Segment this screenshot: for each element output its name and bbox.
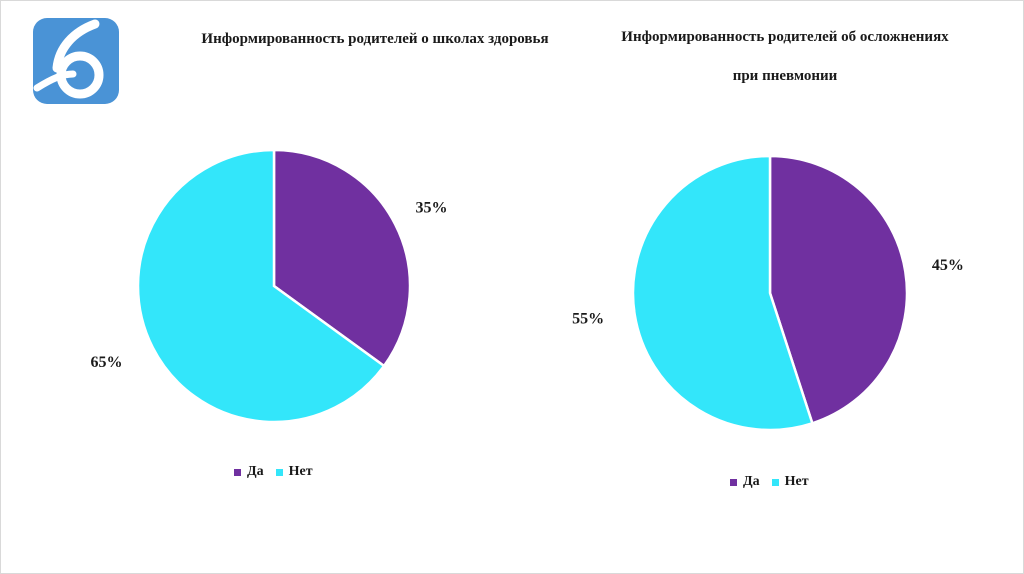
legend-swatch-yes [730, 478, 737, 486]
legend-label-no: Нет [784, 474, 809, 489]
legend-label-yes: Да [247, 464, 264, 479]
legend-label-yes: Да [743, 474, 760, 489]
data-label-yes: 45% [932, 257, 964, 274]
logo-stroke [52, 19, 100, 73]
logo-tail [33, 70, 77, 92]
digit-six-logo-icon [33, 18, 119, 104]
legend-label-no: Нет [288, 464, 313, 479]
pie-slice-yes [768, 154, 909, 425]
data-label-yes: 35% [416, 199, 448, 216]
chart-title-schools: Информированность родителей о школах здо… [201, 31, 549, 47]
legend-schools: Да Нет [234, 464, 325, 480]
legend-swatch-no [771, 478, 779, 486]
legend-item-yes: Да [234, 464, 264, 480]
legend-item-no: Нет [275, 464, 313, 480]
legend-pneumonia: Да Нет [730, 474, 821, 490]
pie-slice-no [136, 148, 386, 424]
legend-swatch-yes [234, 468, 241, 476]
legend-swatch-no [275, 468, 283, 476]
data-label-no: 65% [91, 354, 123, 371]
pie-slice-no [631, 154, 814, 432]
data-label-no: 55% [572, 311, 604, 328]
chart-title-pneumonia: Информированность родителей об осложнени… [621, 29, 949, 84]
pie-slice-yes [272, 148, 412, 368]
legend-item-no: Нет [771, 474, 809, 490]
legend-item-yes: Да [730, 474, 760, 490]
